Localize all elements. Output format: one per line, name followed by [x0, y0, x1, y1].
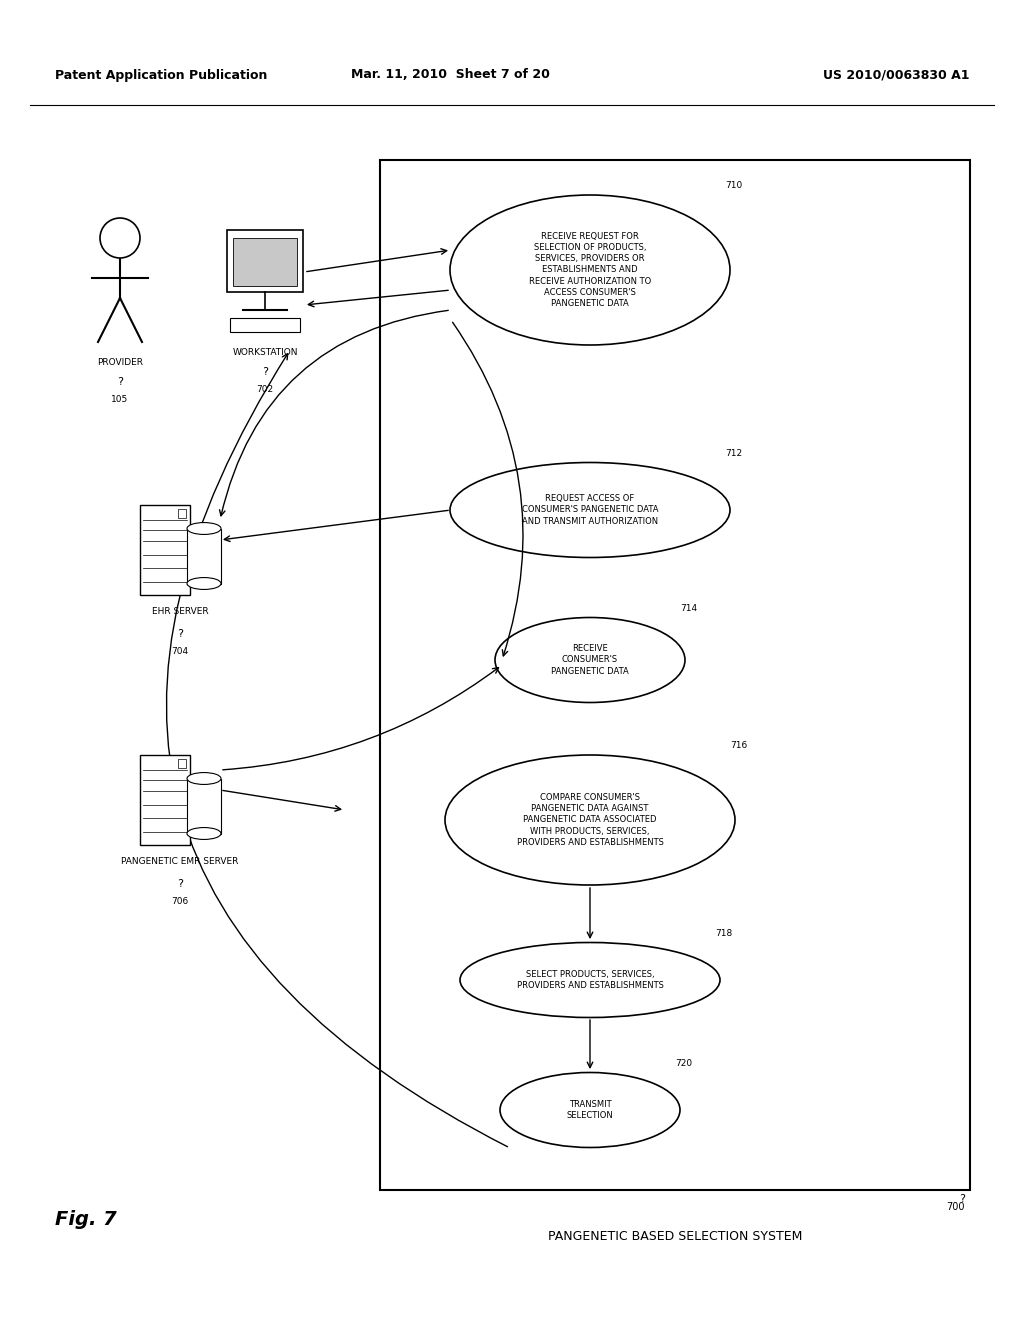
Text: 105: 105	[112, 395, 129, 404]
Text: Mar. 11, 2010  Sheet 7 of 20: Mar. 11, 2010 Sheet 7 of 20	[350, 69, 550, 82]
Bar	[140, 755, 190, 845]
Ellipse shape	[450, 195, 730, 345]
Text: WORKSTATION: WORKSTATION	[232, 348, 298, 356]
Bar	[380, 160, 970, 1191]
Text: 720: 720	[675, 1059, 692, 1068]
Bar	[178, 510, 186, 517]
Text: 700: 700	[946, 1203, 965, 1212]
Ellipse shape	[187, 578, 221, 590]
Text: ¿: ¿	[117, 375, 123, 385]
Text: COMPARE CONSUMER'S
PANGENETIC DATA AGAINST
PANGENETIC DATA ASSOCIATED
WITH PRODU: COMPARE CONSUMER'S PANGENETIC DATA AGAIN…	[516, 793, 664, 846]
Ellipse shape	[450, 462, 730, 557]
Ellipse shape	[460, 942, 720, 1018]
Text: Fig. 7: Fig. 7	[55, 1210, 117, 1229]
Ellipse shape	[495, 618, 685, 702]
Text: 710: 710	[725, 181, 742, 190]
Text: RECEIVE
CONSUMER'S
PANGENETIC DATA: RECEIVE CONSUMER'S PANGENETIC DATA	[551, 644, 629, 676]
Text: US 2010/0063830 A1: US 2010/0063830 A1	[823, 69, 970, 82]
Ellipse shape	[500, 1072, 680, 1147]
Bar	[187, 528, 221, 583]
Ellipse shape	[187, 772, 221, 784]
Text: EHR SERVER: EHR SERVER	[152, 607, 208, 616]
Ellipse shape	[187, 523, 221, 535]
Text: SELECT PRODUCTS, SERVICES,
PROVIDERS AND ESTABLISHMENTS: SELECT PRODUCTS, SERVICES, PROVIDERS AND…	[516, 970, 664, 990]
Bar	[140, 506, 190, 595]
Text: 714: 714	[680, 603, 697, 612]
Bar	[187, 779, 221, 833]
Text: REQUEST ACCESS OF
CONSUMER'S PANGENETIC DATA
AND TRANSMIT AUTHORIZATION: REQUEST ACCESS OF CONSUMER'S PANGENETIC …	[522, 495, 658, 525]
Text: ¿: ¿	[262, 366, 268, 375]
Text: 712: 712	[725, 449, 742, 458]
Text: RECEIVE REQUEST FOR
SELECTION OF PRODUCTS,
SERVICES, PROVIDERS OR
ESTABLISHMENTS: RECEIVE REQUEST FOR SELECTION OF PRODUCT…	[528, 232, 651, 308]
Ellipse shape	[445, 755, 735, 884]
Bar	[233, 238, 297, 286]
Text: 702: 702	[256, 385, 273, 393]
Text: 716: 716	[730, 741, 748, 750]
Bar	[230, 318, 300, 333]
Text: 704: 704	[171, 647, 188, 656]
Text: ¿: ¿	[177, 876, 183, 887]
Text: PANGENETIC BASED SELECTION SYSTEM: PANGENETIC BASED SELECTION SYSTEM	[548, 1230, 802, 1243]
Text: Patent Application Publication: Patent Application Publication	[55, 69, 267, 82]
Text: TRANSMIT
SELECTION: TRANSMIT SELECTION	[566, 1100, 613, 1121]
Text: 706: 706	[171, 898, 188, 906]
Text: 718: 718	[715, 928, 732, 937]
Bar	[178, 759, 186, 768]
Text: ¿: ¿	[959, 1192, 965, 1203]
Ellipse shape	[187, 828, 221, 840]
Text: PANGENETIC EMR SERVER: PANGENETIC EMR SERVER	[121, 857, 239, 866]
Bar	[227, 230, 303, 292]
Circle shape	[100, 218, 140, 257]
Text: PROVIDER: PROVIDER	[97, 358, 143, 367]
Text: ¿: ¿	[177, 627, 183, 638]
